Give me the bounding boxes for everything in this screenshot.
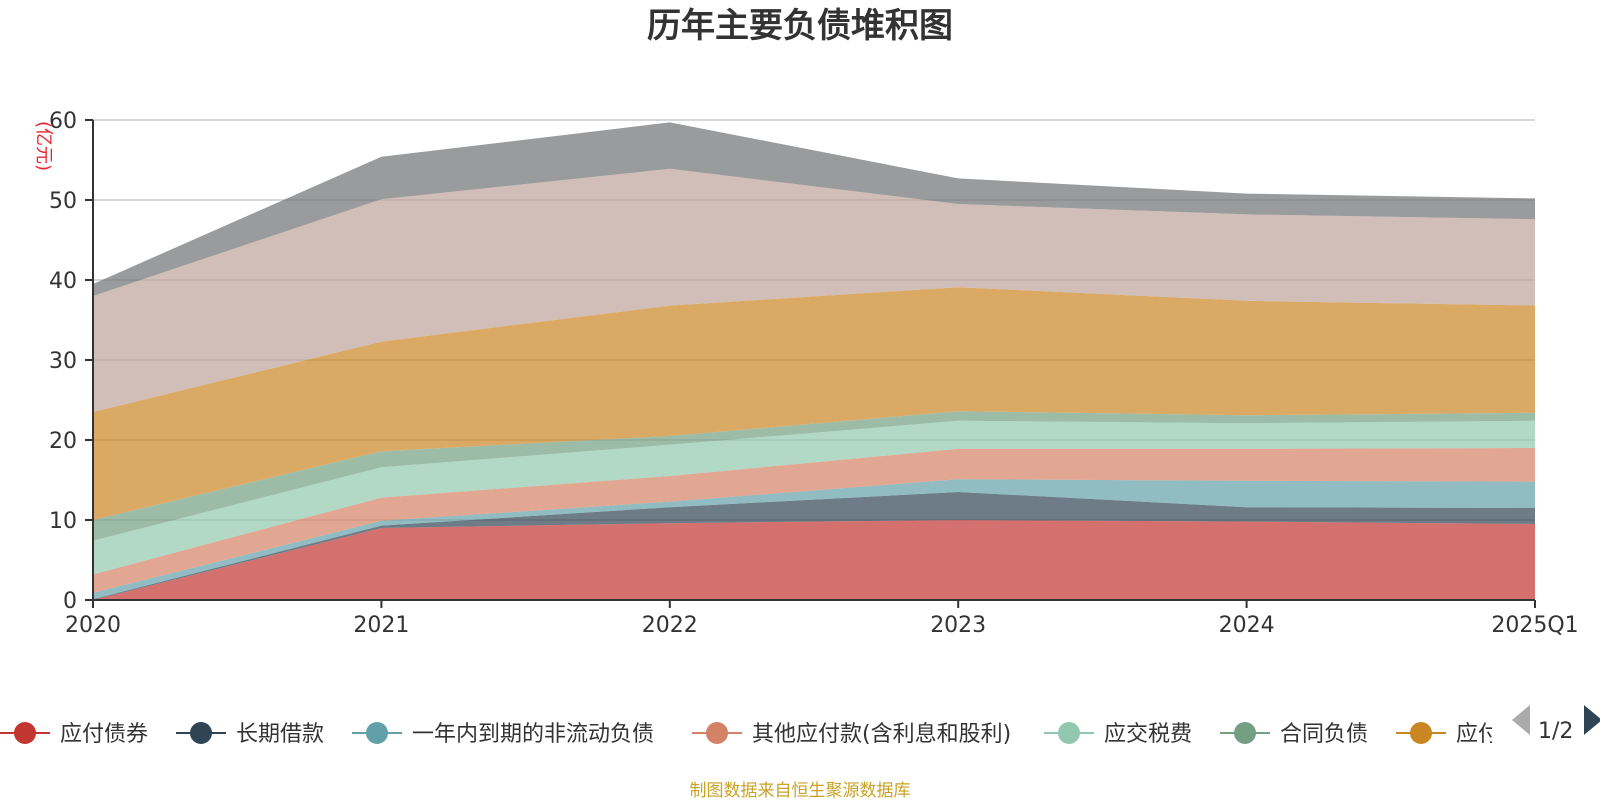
area-series-2[interactable] xyxy=(93,492,1535,600)
x-tick-label: 2023 xyxy=(930,613,986,638)
chart-title: 历年主要负债堆积图 xyxy=(647,6,953,46)
legend-circle-marker xyxy=(366,722,388,744)
y-axis-unit-label: (亿元) xyxy=(33,121,54,171)
legend-circle-marker xyxy=(190,722,212,744)
legend-page-indicator: 1/2 xyxy=(1538,719,1573,744)
area-series-9[interactable] xyxy=(93,122,1535,297)
area-series-1[interactable] xyxy=(93,520,1535,600)
y-tick-label: 60 xyxy=(49,109,77,134)
legend-item-4[interactable]: 其他应付款(含利息和股利) xyxy=(692,722,1011,747)
legend-circle-marker xyxy=(1058,722,1080,744)
legend-next-page-button[interactable] xyxy=(1584,705,1600,735)
legend-item-1[interactable]: 应付债券 xyxy=(0,722,148,747)
y-tick-label: 20 xyxy=(49,429,77,454)
triangle-left-icon xyxy=(1512,705,1530,735)
y-tick-label: 50 xyxy=(49,189,77,214)
area-series-3[interactable] xyxy=(93,479,1535,600)
legend-item-6[interactable]: 合同负债 xyxy=(1220,722,1368,747)
y-tick-label: 40 xyxy=(49,269,77,294)
legend-circle-marker xyxy=(1410,722,1432,744)
x-tick-label: 2024 xyxy=(1219,613,1275,638)
legend-items: 应付债券 长期借款 一年内到期的非流动负债 其他应付款(含利息和股利) 应交税费 合同负债… xyxy=(0,722,1544,747)
legend-prev-page-button[interactable] xyxy=(1512,705,1530,735)
legend-item-7[interactable]: 应付账款 xyxy=(1396,722,1544,747)
x-tick-label: 2020 xyxy=(65,613,121,638)
legend-label: 合同负债 xyxy=(1280,722,1368,747)
legend-circle-marker xyxy=(706,722,728,744)
data-source-note: 制图数据来自恒生聚源数据库 xyxy=(690,781,911,800)
tick-labels: 0 10 20 30 40 50 60 2020 2021 2022 2023 2024 2025Q1 xyxy=(49,109,1579,638)
legend: 应付债券 长期借款 一年内到期的非流动负债 其他应付款(含利息和股利) 应交税费 合同负债… xyxy=(0,705,1600,747)
legend-label: 应付债券 xyxy=(60,722,148,747)
legend-item-3[interactable]: 一年内到期的非流动负债 xyxy=(352,722,654,747)
legend-item-2[interactable]: 长期借款 xyxy=(176,722,324,747)
area-series-5[interactable] xyxy=(93,420,1535,575)
y-tick-label: 0 xyxy=(63,589,77,614)
area-series-7[interactable] xyxy=(93,287,1535,520)
legend-label: 长期借款 xyxy=(236,722,324,747)
x-tick-label: 2022 xyxy=(642,613,698,638)
y-tick-label: 30 xyxy=(49,349,77,374)
area-series-4[interactable] xyxy=(93,448,1535,593)
legend-label: 应付账款 xyxy=(1456,722,1544,747)
legend-label: 应交税费 xyxy=(1104,722,1192,747)
axes xyxy=(85,119,1536,608)
legend-circle-marker xyxy=(14,722,36,744)
area-series-group xyxy=(93,122,1535,600)
legend-label: 一年内到期的非流动负债 xyxy=(412,722,654,747)
legend-item-5[interactable]: 应交税费 xyxy=(1044,722,1192,747)
y-tick-label: 10 xyxy=(49,509,77,534)
triangle-right-icon xyxy=(1584,705,1600,735)
area-series-8[interactable] xyxy=(93,168,1535,412)
x-tick-label: 2021 xyxy=(353,613,409,638)
x-tick-label: 2025Q1 xyxy=(1491,613,1578,638)
legend-circle-marker xyxy=(1234,722,1256,744)
legend-label: 其他应付款(含利息和股利) xyxy=(752,722,1011,747)
